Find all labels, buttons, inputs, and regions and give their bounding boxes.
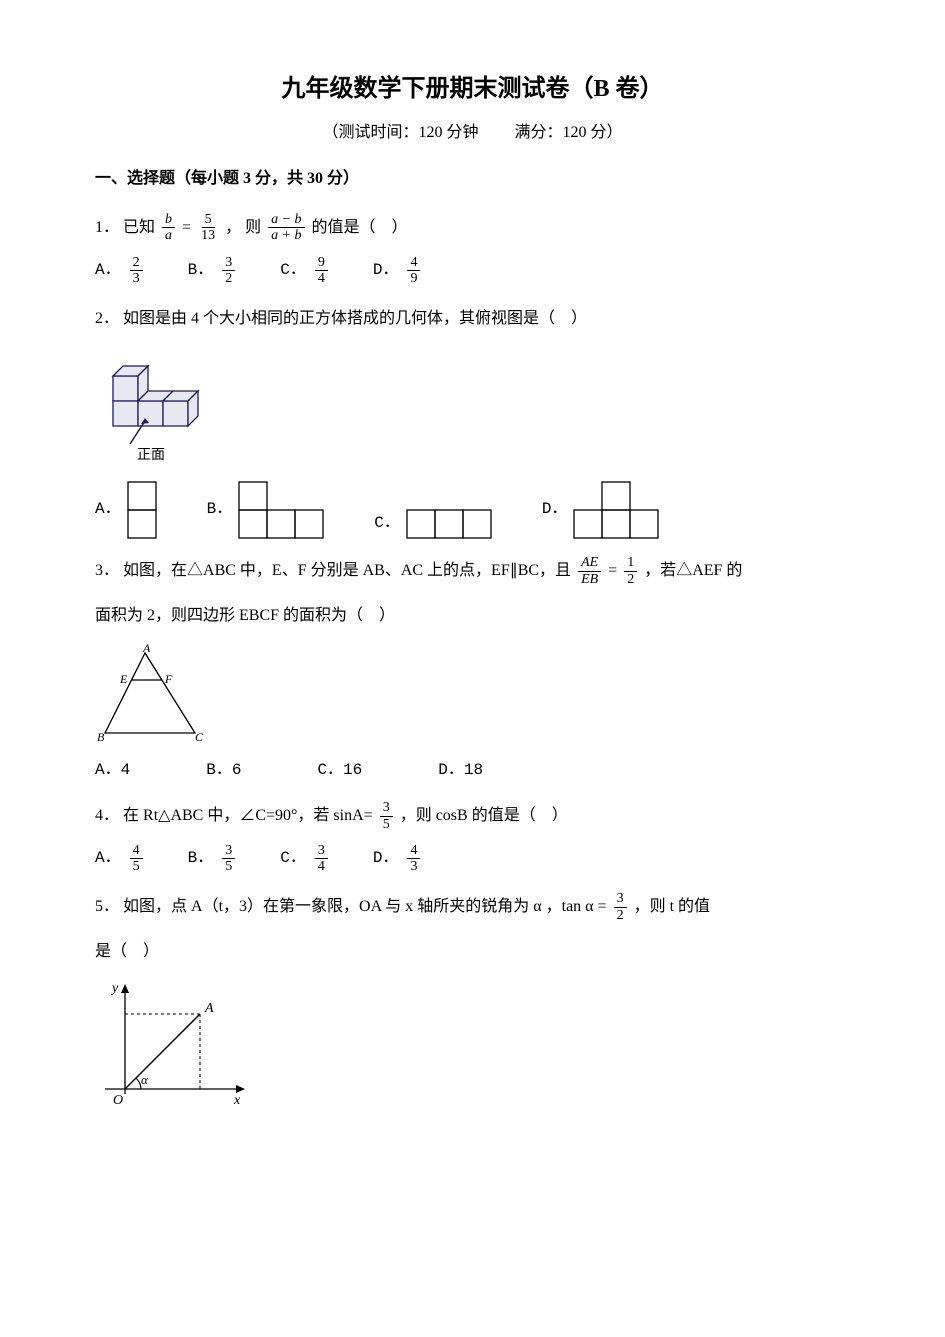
q4-options: A． 45 B． 35 C． 34 D． 43: [95, 843, 850, 875]
question-5: 5． 如图，点 A（t，3）在第一象限，OA 与 x 轴所夹的锐角为 α ，ta…: [95, 889, 850, 924]
q1-frac3: a − b a + b: [268, 212, 304, 244]
q4-option-c: C． 34: [280, 843, 331, 875]
coordinate-icon: y x O A α: [95, 979, 255, 1114]
q1-post: 的值是（ ）: [312, 219, 408, 236]
time-value: 120 分钟: [418, 124, 478, 141]
svg-text:正面: 正面: [137, 448, 165, 463]
q5-pre: 如图，点 A（t，3）在第一象限，OA 与 x 轴所夹的锐角为 α ，tan α…: [123, 898, 607, 915]
q3-figure: A E F B C: [95, 643, 850, 748]
q1-option-b: B． 32: [188, 255, 239, 287]
q3-options: A．4 B．6 C．16 D．18: [95, 758, 850, 784]
q3-pre: 如图，在△ABC 中，E、F 分别是 AB、AC 上的点，EF∥BC，且: [123, 562, 571, 579]
page-title: 九年级数学下册期末测试卷（B 卷）: [95, 70, 850, 108]
q2-optc-icon: [406, 509, 492, 539]
svg-text:C: C: [195, 730, 204, 744]
q4-frac: 3 5: [380, 800, 393, 832]
q5-line2: 是（ ）: [95, 934, 850, 969]
triangle-icon: A E F B C: [95, 643, 215, 748]
q3-eq: =: [608, 562, 621, 579]
q3-option-c: C．16: [317, 758, 362, 784]
q5-num: 5．: [95, 898, 119, 915]
q3-option-b: B．6: [206, 758, 241, 784]
svg-text:F: F: [164, 672, 173, 686]
q1-option-c: C． 94: [280, 255, 331, 287]
q5-figure: y x O A α: [95, 979, 850, 1114]
q3-frac2: 1 2: [624, 555, 637, 587]
q2-option-c: C．: [374, 509, 492, 539]
q1-option-d: D． 49: [373, 255, 424, 287]
q3-line2: 面积为 2，则四边形 EBCF 的面积为（ ）: [95, 598, 850, 633]
q4-option-a: A． 45: [95, 843, 146, 875]
q4-option-b: B． 35: [188, 843, 239, 875]
score-label: 满分：: [515, 124, 563, 141]
svg-text:O: O: [113, 1093, 123, 1108]
q2-option-b: B．: [207, 481, 325, 539]
q1-num: 1．: [95, 219, 119, 236]
q2-figure-cubes: 正面: [95, 346, 850, 471]
q1-pre: 已知: [123, 219, 155, 236]
q2-option-a: A．: [95, 481, 157, 539]
q1-mid: ， 则: [225, 219, 261, 236]
question-3: 3． 如图，在△ABC 中，E、F 分别是 AB、AC 上的点，EF∥BC，且 …: [95, 553, 850, 588]
cube-figure-icon: 正面: [95, 346, 240, 471]
q5-frac: 3 2: [614, 891, 627, 923]
q2-text: 如图是由 4 个大小相同的正方体搭成的几何体，其俯视图是（ ）: [123, 310, 587, 327]
time-label: （测试时间：: [322, 124, 418, 141]
q4-option-d: D． 43: [373, 843, 424, 875]
q3-frac: AE EB: [578, 555, 601, 587]
q1-option-a: A． 23: [95, 255, 146, 287]
question-4: 4． 在 Rt△ABC 中，∠C=90°，若 sinA= 3 5 ，则 cosB…: [95, 798, 850, 833]
svg-text:A: A: [142, 643, 151, 655]
svg-text:x: x: [233, 1093, 241, 1108]
q1-options: A． 23 B． 32 C． 94 D． 49: [95, 255, 850, 287]
svg-text:E: E: [119, 672, 128, 686]
q3-num: 3．: [95, 562, 119, 579]
q2-option-d: D．: [542, 481, 660, 539]
q2-num: 2．: [95, 310, 119, 327]
svg-text:B: B: [97, 730, 105, 744]
q5-post: ，则 t 的值: [634, 898, 710, 915]
q1-frac1: b a: [162, 212, 175, 244]
q2-optd-icon: [573, 481, 659, 539]
svg-text:y: y: [110, 981, 119, 996]
q4-post: ，则 cosB 的值是（ ）: [400, 807, 568, 824]
q3-mid: ，若△AEF 的: [644, 562, 742, 579]
section-header: 一、选择题（每小题 3 分，共 30 分）: [95, 166, 850, 192]
question-1: 1． 已知 b a = 5 13 ， 则 a − b a + b 的值是（ ）: [95, 210, 850, 245]
q2-options: A． B． C． D．: [95, 481, 850, 539]
q2-optb-icon: [238, 481, 324, 539]
score-value: 120 分）: [563, 124, 623, 141]
q3-option-d: D．18: [438, 758, 483, 784]
svg-text:α: α: [141, 1072, 149, 1087]
q4-pre: 在 Rt△ABC 中，∠C=90°，若 sinA=: [123, 807, 373, 824]
q4-num: 4．: [95, 807, 119, 824]
q1-frac2: 5 13: [198, 212, 218, 244]
svg-text:A: A: [204, 1001, 214, 1016]
q2-opta-icon: [127, 481, 157, 539]
page-subtitle: （测试时间：120 分钟 满分：120 分）: [95, 120, 850, 146]
question-2: 2． 如图是由 4 个大小相同的正方体搭成的几何体，其俯视图是（ ）: [95, 301, 850, 336]
q1-eq: =: [182, 219, 195, 236]
q3-option-a: A．4: [95, 758, 130, 784]
